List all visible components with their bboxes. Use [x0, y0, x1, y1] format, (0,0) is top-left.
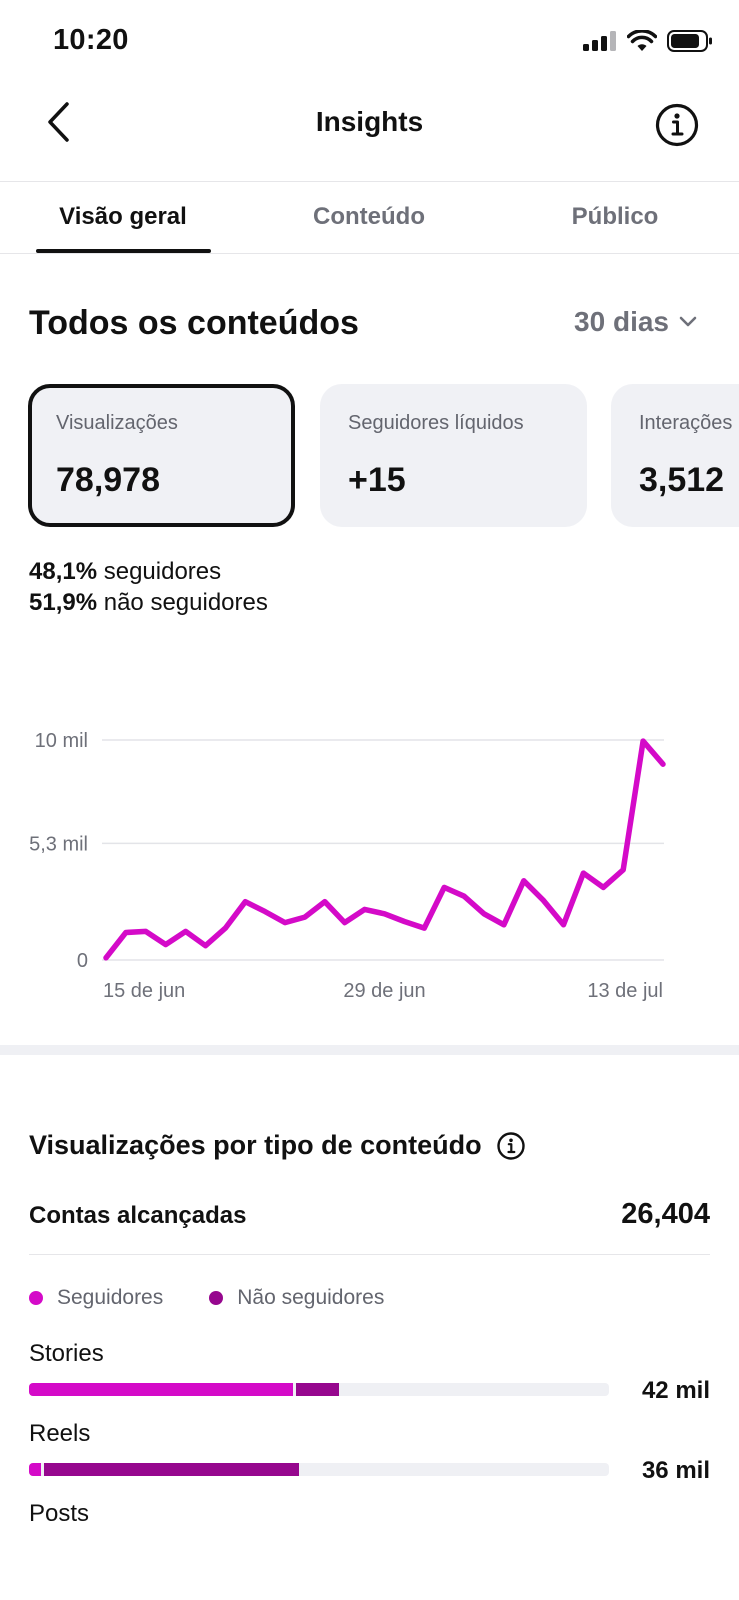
tab-content[interactable]: Conteúdo	[313, 203, 425, 230]
x-tick-label: 15 de jun	[103, 980, 185, 1002]
accounts-reached-value: 26,404	[621, 1198, 710, 1230]
reach-divider	[29, 1254, 710, 1255]
followers-split-line: 48,1% seguidores	[29, 556, 268, 587]
series-line	[103, 738, 666, 961]
active-tab-indicator	[36, 249, 211, 253]
stories-followers-segment	[29, 1383, 293, 1396]
x-tick-label: 29 de jun	[343, 980, 425, 1002]
legend-dot-followers	[29, 1291, 43, 1305]
info-button[interactable]	[654, 102, 700, 148]
stories-value: 42 mil	[641, 1377, 710, 1404]
nonfollowers-split-label: não seguidores	[103, 589, 268, 616]
views-line-chart: 0 5,3 mil 10 mil 15 de jun 29 de jun 13 de ju…	[29, 730, 666, 1002]
status-time: 10:20	[53, 24, 129, 56]
y-tick-label: 0	[77, 950, 88, 972]
stories-bar[interactable]	[29, 1383, 609, 1396]
y-tick-label: 10 mil	[35, 730, 88, 752]
chevron-left-icon	[48, 102, 69, 142]
page-title: Insights	[315, 106, 424, 137]
status-icons	[583, 30, 713, 52]
section-title: Todos os conteúdos	[29, 304, 359, 342]
chevron-down-icon	[679, 316, 697, 327]
audience-split: 48,1% seguidores 51,9% não seguidores	[29, 556, 268, 618]
legend-label: Não seguidores	[237, 1286, 385, 1309]
stories-label: Stories	[29, 1340, 104, 1367]
followers-pct: 48,1%	[29, 558, 98, 585]
nonfollowers-pct: 51,9%	[29, 589, 98, 616]
metric-card-interactions[interactable]: Interações 3,512	[611, 384, 739, 527]
nonfollowers-split-line: 51,9% não seguidores	[29, 587, 268, 618]
wifi-icon	[627, 30, 657, 51]
info-icon[interactable]	[496, 1131, 526, 1161]
chart-legend: Seguidores Não seguidores	[29, 1286, 384, 1310]
back-button[interactable]	[40, 98, 80, 148]
metric-cards: Visualizações 78,978 Seguidores líquidos…	[0, 380, 739, 535]
views-by-type-header: Visualizações por tipo de conteúdo	[29, 1130, 526, 1161]
reels-nonfollowers-segment	[43, 1463, 299, 1476]
signal-icon	[583, 31, 616, 51]
posts-label: Posts	[29, 1500, 90, 1527]
header-divider	[0, 181, 739, 182]
metric-value: +15	[348, 461, 406, 499]
battery-icon	[667, 30, 712, 52]
reels-bar[interactable]	[29, 1463, 609, 1476]
reels-value: 36 mil	[641, 1457, 710, 1484]
date-range-selector[interactable]: 30 dias	[574, 306, 699, 338]
stories-nonfollowers-segment	[295, 1383, 340, 1396]
legend-dot-nonfollowers	[209, 1291, 224, 1305]
x-tick-label: 13 de jul	[587, 980, 663, 1002]
legend-nonfollowers: Não seguidores	[209, 1286, 384, 1310]
accounts-reached-label: Contas alcançadas	[29, 1202, 247, 1229]
metric-card-net-followers[interactable]: Seguidores líquidos +15	[320, 384, 587, 527]
date-range-label: 30 dias	[574, 306, 669, 337]
reels-label: Reels	[29, 1420, 91, 1447]
metric-label: Visualizações	[56, 412, 178, 434]
reels-followers-segment	[29, 1463, 41, 1476]
y-tick-label: 5,3 mil	[29, 833, 88, 855]
metric-label: Seguidores líquidos	[348, 412, 524, 434]
tab-audience[interactable]: Público	[571, 203, 659, 230]
metric-label: Interações	[639, 412, 733, 434]
legend-label: Seguidores	[57, 1286, 164, 1309]
info-icon	[655, 103, 699, 147]
tab-overview[interactable]: Visão geral	[59, 203, 187, 230]
views-by-type-title: Visualizações por tipo de conteúdo	[29, 1130, 482, 1160]
legend-followers: Seguidores	[29, 1286, 163, 1310]
tabs-divider	[0, 253, 739, 254]
metric-value: 3,512	[639, 461, 725, 499]
metric-card-views[interactable]: Visualizações 78,978	[28, 384, 295, 527]
followers-split-label: seguidores	[103, 558, 222, 585]
section-separator	[0, 1045, 739, 1055]
metric-value: 78,978	[56, 461, 160, 499]
